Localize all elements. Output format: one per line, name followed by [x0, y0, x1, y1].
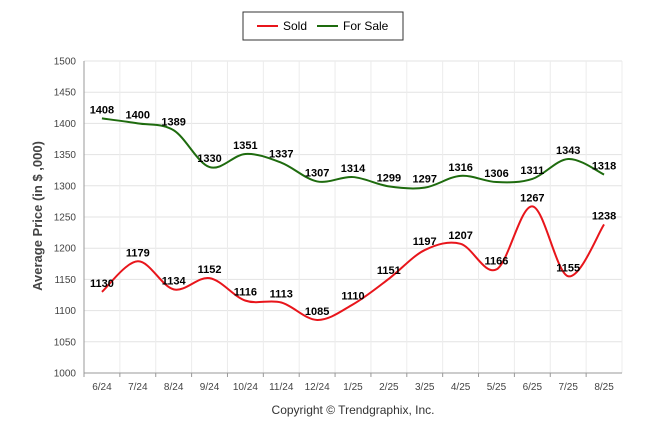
x-tick-label: 10/24: [233, 382, 258, 393]
data-label-sold: 1085: [305, 306, 329, 318]
y-tick-label: 1250: [54, 213, 77, 224]
x-tick-label: 8/24: [164, 382, 184, 393]
data-label-sold: 1116: [234, 287, 257, 299]
data-label-sold: 1179: [126, 247, 150, 259]
data-label-for-sale: 1316: [448, 162, 472, 174]
data-label-sold: 1197: [413, 236, 437, 248]
y-tick-label: 1050: [54, 337, 77, 348]
legend: Sold For Sale: [242, 11, 404, 41]
x-tick-label: 1/25: [343, 382, 363, 393]
x-tick-label: 12/24: [305, 382, 330, 393]
x-tick-label: 5/25: [487, 382, 507, 393]
data-label-for-sale: 1351: [233, 140, 257, 152]
data-labels: 1130 1179 1134 1152 1116 1113 1085 1110 1151 1197…: [90, 104, 617, 318]
data-label-sold: 1166: [485, 255, 509, 267]
data-label-for-sale: 1299: [377, 172, 401, 184]
x-tick-label: 3/25: [415, 382, 435, 393]
legend-label-for-sale: For Sale: [343, 19, 389, 33]
y-tick-label: 1400: [54, 119, 77, 130]
data-label-for-sale: 1337: [269, 149, 293, 161]
data-label-for-sale: 1311: [520, 165, 544, 177]
y-tick-label: 1350: [54, 150, 77, 161]
data-label-sold: 1110: [341, 290, 364, 302]
x-tick-label: 6/25: [523, 382, 543, 393]
data-label-for-sale: 1314: [341, 163, 366, 175]
y-tick-label: 1000: [54, 369, 77, 380]
x-tick-label: 2/25: [379, 382, 399, 393]
data-label-for-sale: 1343: [556, 145, 580, 157]
data-label-sold: 1155: [556, 262, 580, 274]
data-label-sold: 1238: [592, 210, 616, 222]
data-label-for-sale: 1306: [484, 168, 508, 180]
x-tick-label: 11/24: [269, 382, 294, 393]
data-label-for-sale: 1318: [592, 161, 616, 173]
data-label-sold: 1267: [520, 192, 544, 204]
series-line-sold: [101, 205, 605, 321]
data-label-sold: 1152: [198, 264, 222, 276]
series-line-for-sale: [101, 117, 605, 190]
y-tick-label: 1300: [54, 181, 77, 192]
copyright-footer: Copyright © Trendgraphix, Inc.: [272, 403, 435, 417]
x-tick-label: 9/24: [200, 382, 220, 393]
legend-label-sold: Sold: [283, 19, 307, 33]
data-label-for-sale: 1307: [305, 167, 329, 179]
y-tick-label: 1500: [54, 57, 77, 68]
data-label-sold: 1134: [162, 275, 187, 287]
x-tick-label: 6/24: [92, 382, 112, 393]
y-tick-label: 1100: [54, 306, 76, 317]
x-tick-label: 8/25: [594, 382, 614, 393]
data-label-for-sale: 1330: [197, 153, 221, 165]
data-label-for-sale: 1400: [126, 109, 150, 121]
y-tick-label: 1150: [54, 275, 76, 286]
data-label-sold: 1207: [448, 230, 472, 242]
data-label-sold: 1113: [270, 288, 293, 300]
axes: 1000 1050 1100 1150 1200 1250 1300 1350 1400 1450…: [54, 57, 622, 393]
x-tick-label: 7/24: [128, 382, 148, 393]
y-axis-title: Average Price (in $ ,000): [30, 141, 45, 291]
x-tick-label: 7/25: [558, 382, 578, 393]
data-label-for-sale: 1389: [161, 116, 185, 128]
y-tick-label: 1200: [54, 244, 77, 255]
data-label-sold: 1130: [90, 278, 114, 290]
series-lines: [101, 117, 605, 321]
data-label-sold: 1151: [377, 265, 401, 277]
y-tick-label: 1450: [54, 88, 77, 99]
data-label-for-sale: 1297: [412, 174, 436, 186]
data-label-for-sale: 1408: [90, 104, 114, 116]
x-tick-label: 4/25: [451, 382, 471, 393]
